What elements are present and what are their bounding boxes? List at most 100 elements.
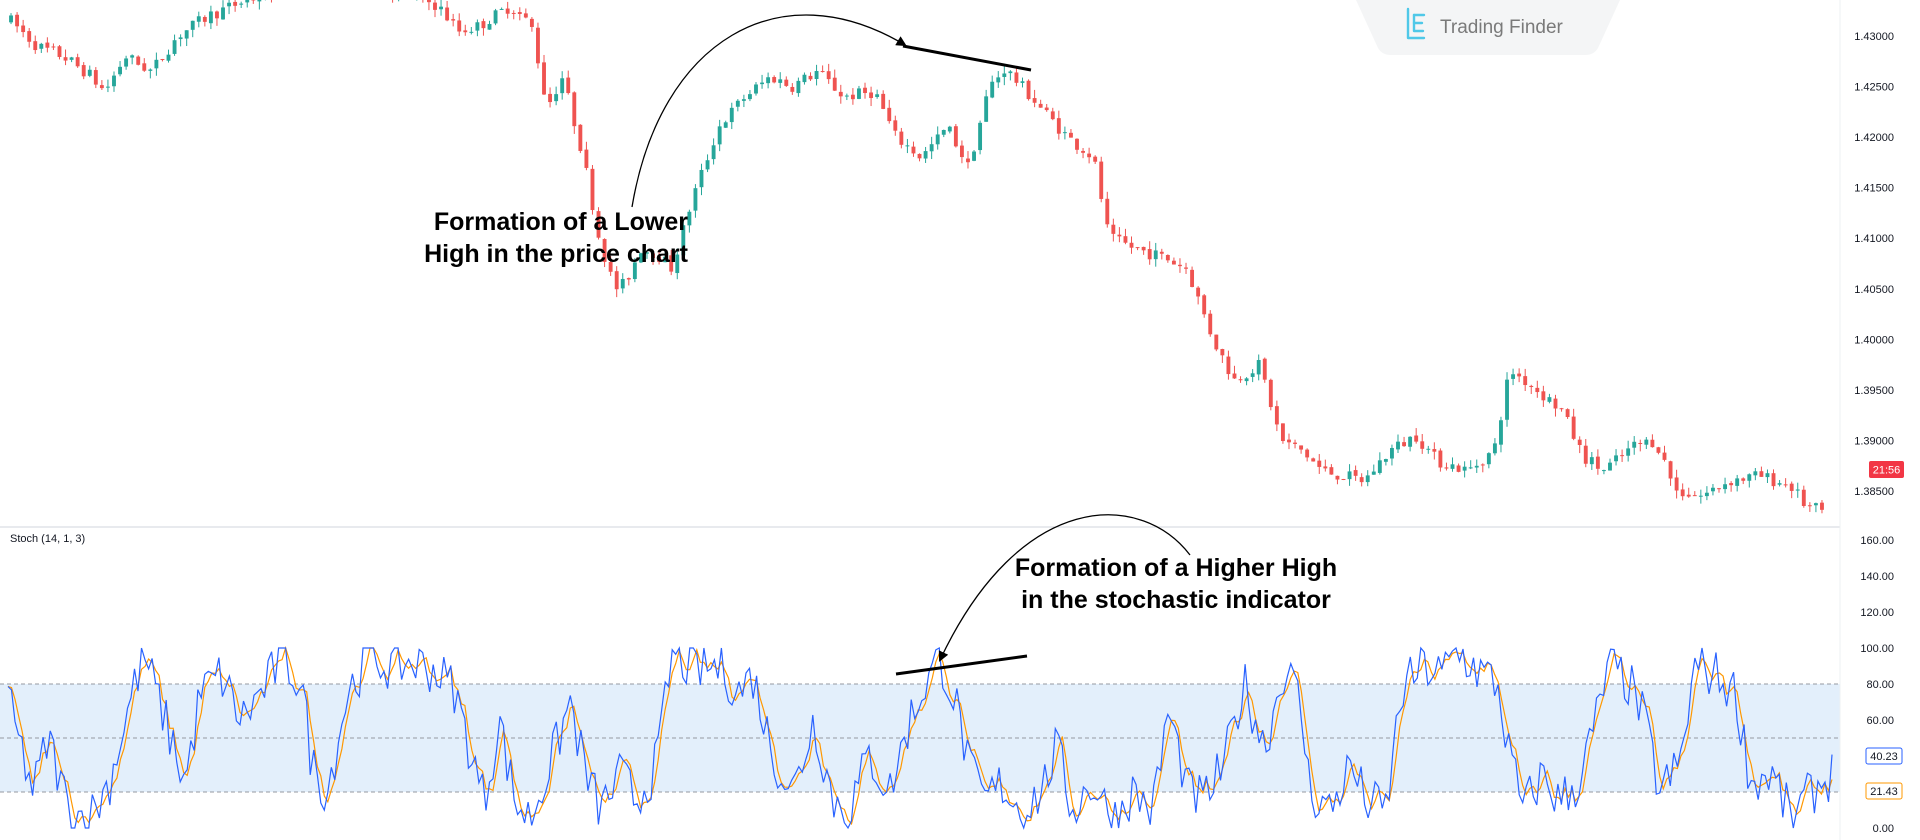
candle-body [1311, 458, 1316, 462]
candle [1178, 258, 1182, 273]
candle-body [1577, 439, 1582, 446]
candle-body [929, 144, 934, 152]
candle [536, 22, 540, 69]
candle [1008, 70, 1013, 81]
candle [1396, 434, 1400, 454]
candle-body [1190, 269, 1195, 287]
candle-body [748, 94, 752, 100]
candle-body [1474, 465, 1479, 468]
candle-body [21, 25, 26, 33]
candle [1450, 457, 1455, 472]
candle-body [608, 261, 613, 272]
candle [1050, 107, 1055, 121]
candle [166, 49, 171, 63]
stoch-annotation-line-1: Formation of a Higher High [1015, 554, 1337, 582]
candle-body [1456, 465, 1461, 472]
candle-body [1178, 264, 1182, 267]
candle-body [1813, 503, 1818, 506]
candle-body [693, 188, 698, 211]
candle [75, 53, 80, 68]
candle [1571, 408, 1576, 441]
candle-body [166, 54, 171, 61]
price-tick-label: 1.38500 [1854, 486, 1894, 498]
candle-body [590, 168, 595, 211]
candle-body [75, 57, 80, 67]
candle-body [1638, 443, 1643, 445]
candle [130, 54, 135, 65]
candle-body [1523, 376, 1528, 386]
candle-body [1020, 81, 1025, 83]
candle-body [899, 131, 904, 145]
candle-body [1238, 379, 1243, 381]
candle [529, 17, 534, 32]
price-axis[interactable]: 1.43000 1.42500 1.42000 1.41500 1.41000 1.405… [1854, 31, 1894, 498]
candle-body [190, 20, 195, 30]
candle-body [875, 94, 880, 97]
candle [1299, 445, 1304, 454]
candle [1432, 442, 1437, 460]
candle-body [1032, 98, 1037, 103]
price-lower-high-line[interactable] [902, 44, 1032, 72]
candle [1123, 228, 1128, 245]
price-annotation-arrow[interactable] [631, 14, 907, 208]
candle-body [1444, 467, 1449, 469]
candle [1523, 368, 1528, 392]
candle [1117, 227, 1122, 243]
candle-body [820, 71, 825, 73]
candle [1287, 433, 1291, 450]
candle-body [1008, 71, 1013, 74]
candle [45, 37, 50, 53]
candle [1462, 461, 1467, 478]
candle [596, 207, 601, 240]
candle [784, 76, 789, 87]
candle-body [105, 86, 110, 88]
candle-body [1499, 420, 1503, 445]
candle-body [1377, 460, 1382, 473]
stoch-higher-high-line[interactable] [895, 654, 1028, 676]
candle-body [778, 79, 783, 83]
candle [796, 77, 801, 97]
candle-body [796, 80, 801, 94]
candle [481, 18, 486, 36]
candle [778, 72, 783, 89]
candle-body [620, 278, 625, 289]
candle-body [1468, 467, 1473, 469]
candle [1026, 79, 1031, 101]
candle-body [754, 84, 758, 94]
candle-body [1765, 473, 1770, 478]
candle-body [1002, 73, 1007, 77]
candle [1656, 446, 1661, 455]
candle-body [1056, 118, 1061, 134]
candle [959, 140, 964, 164]
candle-body [1075, 138, 1079, 150]
candle [1202, 294, 1207, 318]
candle [766, 72, 771, 89]
candle [124, 55, 129, 70]
candle-body [112, 75, 116, 87]
candle [911, 141, 916, 157]
stoch-axis[interactable]: 160.00140.00120.00100.0080.0060.0040.000… [1860, 535, 1894, 835]
candle-body [784, 79, 789, 86]
candle-body [1595, 456, 1600, 469]
candle-body [1117, 234, 1122, 237]
candle [39, 42, 44, 53]
candle [1541, 385, 1546, 407]
price-tick-label: 1.42000 [1854, 132, 1894, 144]
stoch-indicator-title[interactable]: Stoch (14, 1, 3) [10, 533, 85, 545]
candle-body [1735, 478, 1740, 486]
candle [602, 238, 607, 268]
price-annotation-line-2: High in the price chart [424, 240, 689, 268]
candle [1511, 368, 1516, 386]
candle-body [1717, 488, 1721, 490]
stoch-tick-label: 60.00 [1866, 715, 1894, 727]
candle [87, 65, 92, 78]
candle [1323, 459, 1328, 472]
candle [227, 0, 232, 15]
stoch-annotation-arrow[interactable] [938, 514, 1191, 662]
candle-body [1244, 378, 1249, 382]
candle [548, 87, 553, 108]
candle [154, 52, 159, 76]
candle-body [1196, 287, 1201, 297]
candle-body [499, 8, 504, 10]
candle-body [978, 122, 983, 151]
